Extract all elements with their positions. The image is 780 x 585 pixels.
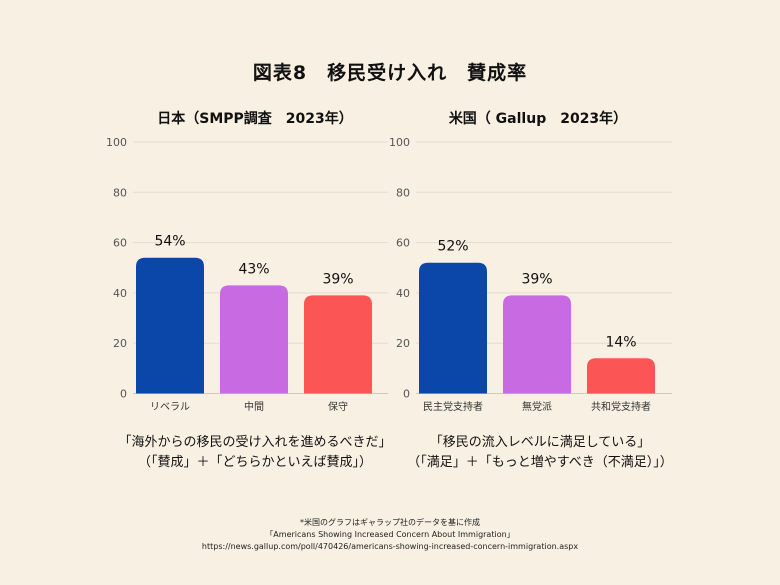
figure-title: 図表8 移民受け入れ 賛成率	[252, 62, 528, 84]
bar	[304, 295, 372, 394]
japan-caption-line-1: 「海外からの移民の受け入れを進めるべきだ」	[118, 435, 392, 450]
data-label: 14%	[605, 334, 636, 350]
y-tick-label: 100	[106, 136, 127, 149]
bar	[503, 295, 571, 394]
y-tick-label: 60	[113, 237, 127, 250]
data-label: 39%	[322, 271, 353, 287]
footnote: *米国のグラフはギャラップ社のデータを基に作成 「Americans Showi…	[0, 517, 780, 553]
bar	[587, 358, 655, 394]
x-category-label: 中間	[244, 400, 264, 413]
us-caption-line-2: （「満足」＋「もっと増やすべき（不満足）」）	[407, 455, 673, 470]
y-tick-label: 0	[120, 388, 127, 401]
bar	[136, 257, 204, 394]
data-label: 54%	[154, 234, 185, 250]
y-tick-label: 80	[113, 186, 127, 199]
japan-caption: 「海外からの移民の受け入れを進めるべきだ」 （「賛成」＋「どちらかといえば賛成」…	[100, 433, 410, 473]
us-chart-title: 米国（ Gallup 2023年）	[448, 111, 628, 127]
data-label: 43%	[238, 261, 269, 277]
y-tick-label: 100	[389, 136, 410, 149]
x-category-label: 無党派	[522, 400, 552, 413]
us-caption-line-1: 「移民の流入レベルに満足している」	[429, 435, 651, 450]
japan-chart-title: 日本（SMPP調査 2023年）	[157, 111, 353, 127]
y-tick-label: 20	[113, 337, 127, 350]
x-category-label: 保守	[328, 400, 348, 413]
footnote-line-1: *米国のグラフはギャラップ社のデータを基に作成	[300, 518, 480, 527]
bar	[419, 262, 487, 394]
y-tick-label: 0	[403, 388, 410, 401]
bar	[220, 285, 288, 394]
footnote-line-2: 「Americans Showing Increased Concern Abo…	[265, 530, 515, 539]
footnote-source-url: https://news.gallup.com/poll/470426/amer…	[201, 542, 579, 551]
y-tick-label: 40	[113, 287, 127, 300]
y-tick-label: 80	[396, 186, 410, 199]
x-category-label: 民主党支持者	[423, 400, 483, 413]
x-category-label: 共和党支持者	[591, 400, 651, 413]
y-tick-label: 40	[396, 287, 410, 300]
y-tick-label: 60	[396, 237, 410, 250]
data-label: 39%	[521, 271, 552, 287]
y-tick-label: 20	[396, 337, 410, 350]
us-caption: 「移民の流入レベルに満足している」 （「満足」＋「もっと増やすべき（不満足）」）	[390, 433, 690, 473]
x-category-label: リベラル	[150, 401, 190, 413]
data-label: 52%	[437, 239, 468, 255]
japan-caption-line-2: （「賛成」＋「どちらかといえば賛成」）	[137, 455, 372, 470]
